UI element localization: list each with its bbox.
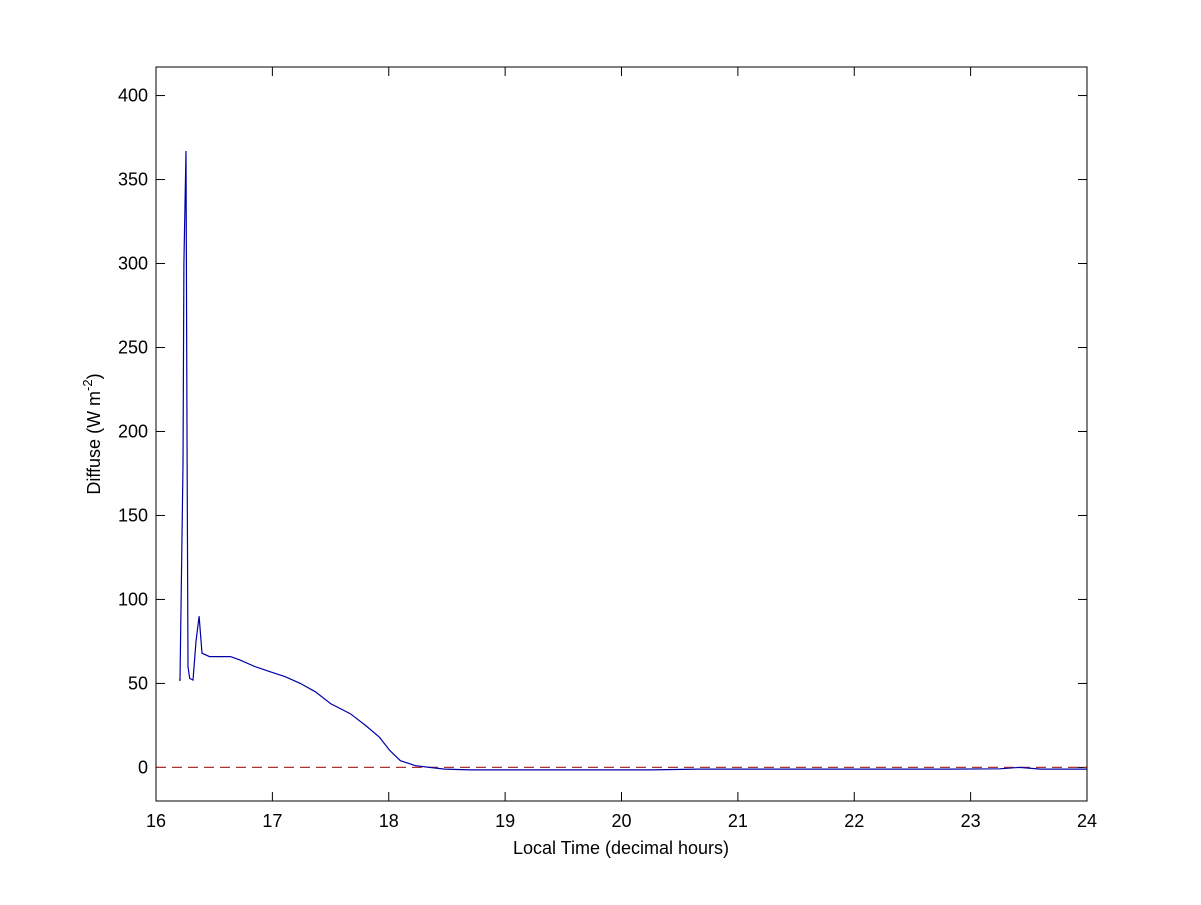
x-tick-label: 18 bbox=[379, 811, 399, 831]
y-tick-label: 400 bbox=[118, 86, 148, 106]
y-tick-label: 250 bbox=[118, 337, 148, 357]
x-axis-label: Local Time (decimal hours) bbox=[513, 838, 729, 858]
diffuse-series-line bbox=[179, 150, 1087, 771]
axes-frame bbox=[155, 66, 1088, 802]
y-tick-label: 200 bbox=[118, 421, 148, 441]
y-tick-label: 100 bbox=[118, 589, 148, 609]
y-axis-label-close: ) bbox=[84, 373, 104, 379]
x-tick-label: 21 bbox=[728, 811, 748, 831]
x-tick-label: 23 bbox=[961, 811, 981, 831]
y-tick-label: 50 bbox=[128, 673, 148, 693]
y-tick-label: 0 bbox=[138, 757, 148, 777]
y-tick-label: 350 bbox=[118, 170, 148, 190]
y-tick-label: 150 bbox=[118, 505, 148, 525]
x-tick-label: 22 bbox=[844, 811, 864, 831]
x-tick-label: 20 bbox=[611, 811, 631, 831]
y-tick-label: 300 bbox=[118, 254, 148, 274]
x-tick-label: 17 bbox=[262, 811, 282, 831]
x-tick-label: 24 bbox=[1077, 811, 1097, 831]
y-axis-label: Diffuse (W m-2) bbox=[80, 373, 104, 494]
y-axis-label-sup: -2 bbox=[80, 379, 95, 391]
y-axis-label-main: Diffuse (W m bbox=[84, 391, 104, 495]
x-tick-label: 19 bbox=[495, 811, 515, 831]
x-tick-label: 16 bbox=[146, 811, 166, 831]
